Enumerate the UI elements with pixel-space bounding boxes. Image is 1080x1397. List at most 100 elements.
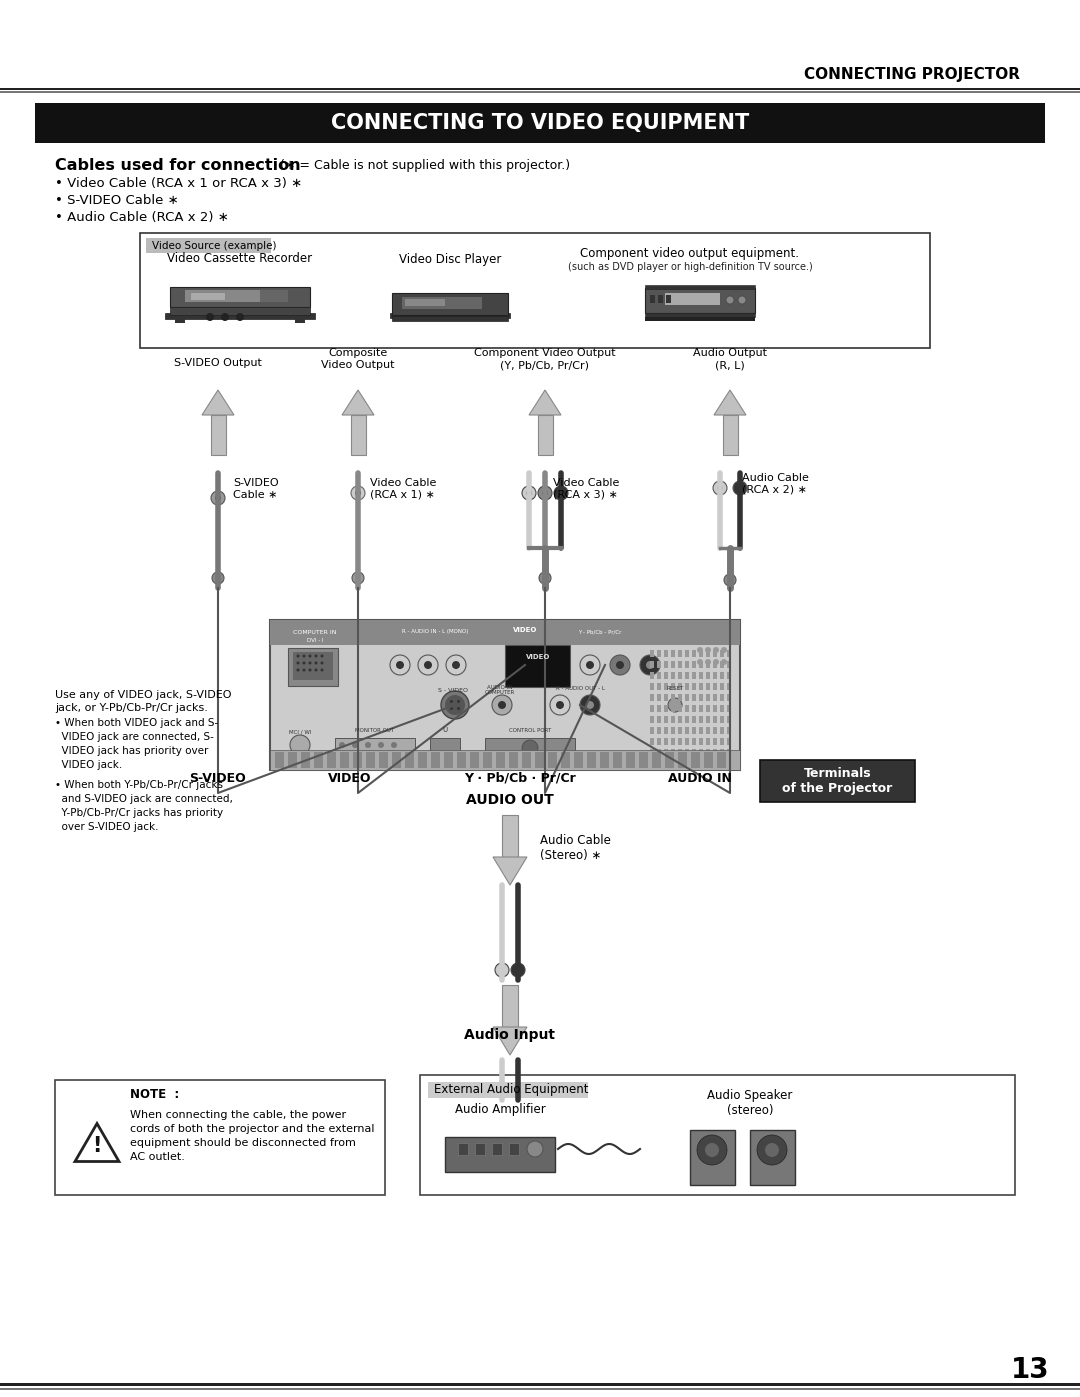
Text: Video Disc Player: Video Disc Player [399,253,501,265]
Circle shape [586,661,594,669]
Bar [445,1137,555,1172]
Circle shape [705,1143,719,1157]
Text: Audio Cable
(Stereo) ∗: Audio Cable (Stereo) ∗ [540,834,611,862]
Circle shape [212,571,224,584]
Circle shape [302,669,306,672]
Bar [664,650,669,657]
Text: Y - Pb/Cb - Pr/Cr: Y - Pb/Cb - Pr/Cr [578,630,622,634]
Bar [706,705,710,712]
Bar [706,738,710,745]
Bar [275,752,284,768]
Circle shape [365,742,372,747]
Bar [727,672,731,679]
Bar [418,752,427,768]
Text: NOTE  :: NOTE : [130,1088,179,1101]
Bar [664,672,669,679]
Bar [699,694,703,701]
Bar [327,752,336,768]
Circle shape [352,742,357,747]
Bar [671,650,675,657]
Bar [0,1383,1080,1386]
Bar [699,683,703,690]
Bar [55,1080,384,1194]
Text: RESET: RESET [666,686,684,690]
Circle shape [717,485,723,490]
Bar [699,650,703,657]
Bar [720,672,724,679]
Bar [671,738,675,745]
Circle shape [297,669,299,672]
Bar [692,661,696,668]
Circle shape [453,661,460,669]
Bar [645,288,755,313]
Bar [685,694,689,701]
Circle shape [558,490,564,496]
Text: VIDEO: VIDEO [526,654,550,659]
Circle shape [705,659,711,665]
Bar [664,726,669,733]
Bar [288,752,297,768]
Text: Video Source (example): Video Source (example) [152,242,276,251]
Bar [650,672,654,679]
Bar [665,293,720,305]
Bar [706,694,710,701]
Bar [657,705,661,712]
Polygon shape [75,1123,119,1161]
Circle shape [424,661,432,669]
Bar [671,672,675,679]
Text: MCI / WI: MCI / WI [288,729,311,735]
Bar [366,752,375,768]
Circle shape [492,694,512,715]
Bar [713,650,717,657]
Bar [692,650,696,657]
Text: • Audio Cable (RCA x 2) ∗: • Audio Cable (RCA x 2) ∗ [55,211,229,224]
Circle shape [538,486,552,500]
Bar [650,295,654,303]
Bar [431,752,440,768]
Bar [692,749,696,756]
Text: • When both VIDEO jack and S-
  VIDEO jack are connected, S-
  VIDEO jack has pr: • When both VIDEO jack and S- VIDEO jack… [55,718,218,770]
Bar [685,683,689,690]
Circle shape [495,963,509,977]
Bar [613,752,622,768]
Circle shape [697,659,703,665]
Bar [699,726,703,733]
Text: !: ! [92,1136,102,1155]
Bar [699,672,703,679]
Bar [727,694,731,701]
Circle shape [450,700,453,703]
Text: CONTROL PORT: CONTROL PORT [509,728,551,732]
Bar [720,717,724,724]
Bar [535,752,544,768]
Bar [723,415,738,455]
Bar [671,694,675,701]
Bar [505,645,570,687]
Bar [295,319,305,323]
Bar [314,752,323,768]
Bar [502,985,518,1027]
Bar [685,661,689,668]
Bar [335,738,415,759]
Circle shape [302,655,306,658]
Text: • Video Cable (RCA x 1 or RCA x 3) ∗: • Video Cable (RCA x 1 or RCA x 3) ∗ [55,176,302,190]
Text: Audio Amplifier: Audio Amplifier [455,1104,545,1116]
Polygon shape [529,390,561,415]
Circle shape [586,701,594,710]
Bar [685,672,689,679]
Circle shape [302,662,306,665]
Text: S - VIDEO: S - VIDEO [438,687,468,693]
Bar [650,738,654,745]
Bar [657,717,661,724]
Bar [664,661,669,668]
Text: Component video output equipment.: Component video output equipment. [581,246,799,260]
Bar [392,293,508,314]
Text: AUDIO OUT: AUDIO OUT [467,793,554,807]
Bar [170,286,310,307]
Bar [678,726,681,733]
Circle shape [539,571,551,584]
Text: DVI - I: DVI - I [307,637,323,643]
Bar [657,683,661,690]
Circle shape [321,669,324,672]
Bar [671,726,675,733]
Text: Cables used for connection: Cables used for connection [55,158,300,172]
